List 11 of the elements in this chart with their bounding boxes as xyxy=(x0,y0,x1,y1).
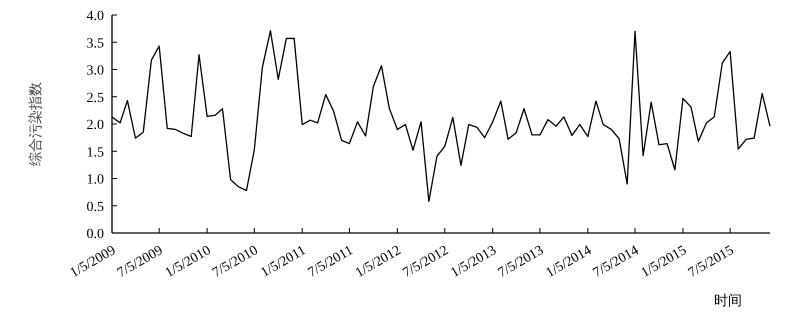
x-axis-title: 时间 xyxy=(714,293,742,309)
y-tick-label: 3.0 xyxy=(86,64,104,78)
y-tick-label: 3.5 xyxy=(86,36,104,52)
y-tick-label: 1.0 xyxy=(86,172,104,188)
y-tick-label: 0.5 xyxy=(86,200,104,215)
y-tick-label: 2.5 xyxy=(86,90,104,106)
y-axis-title: 综合污染指数 xyxy=(28,82,44,166)
y-tick-label: 4.0 xyxy=(86,9,104,24)
y-tick-label: 2.0 xyxy=(86,118,104,133)
y-tick-label: 1.5 xyxy=(86,145,104,160)
y-tick-label: 0.0 xyxy=(86,227,104,242)
